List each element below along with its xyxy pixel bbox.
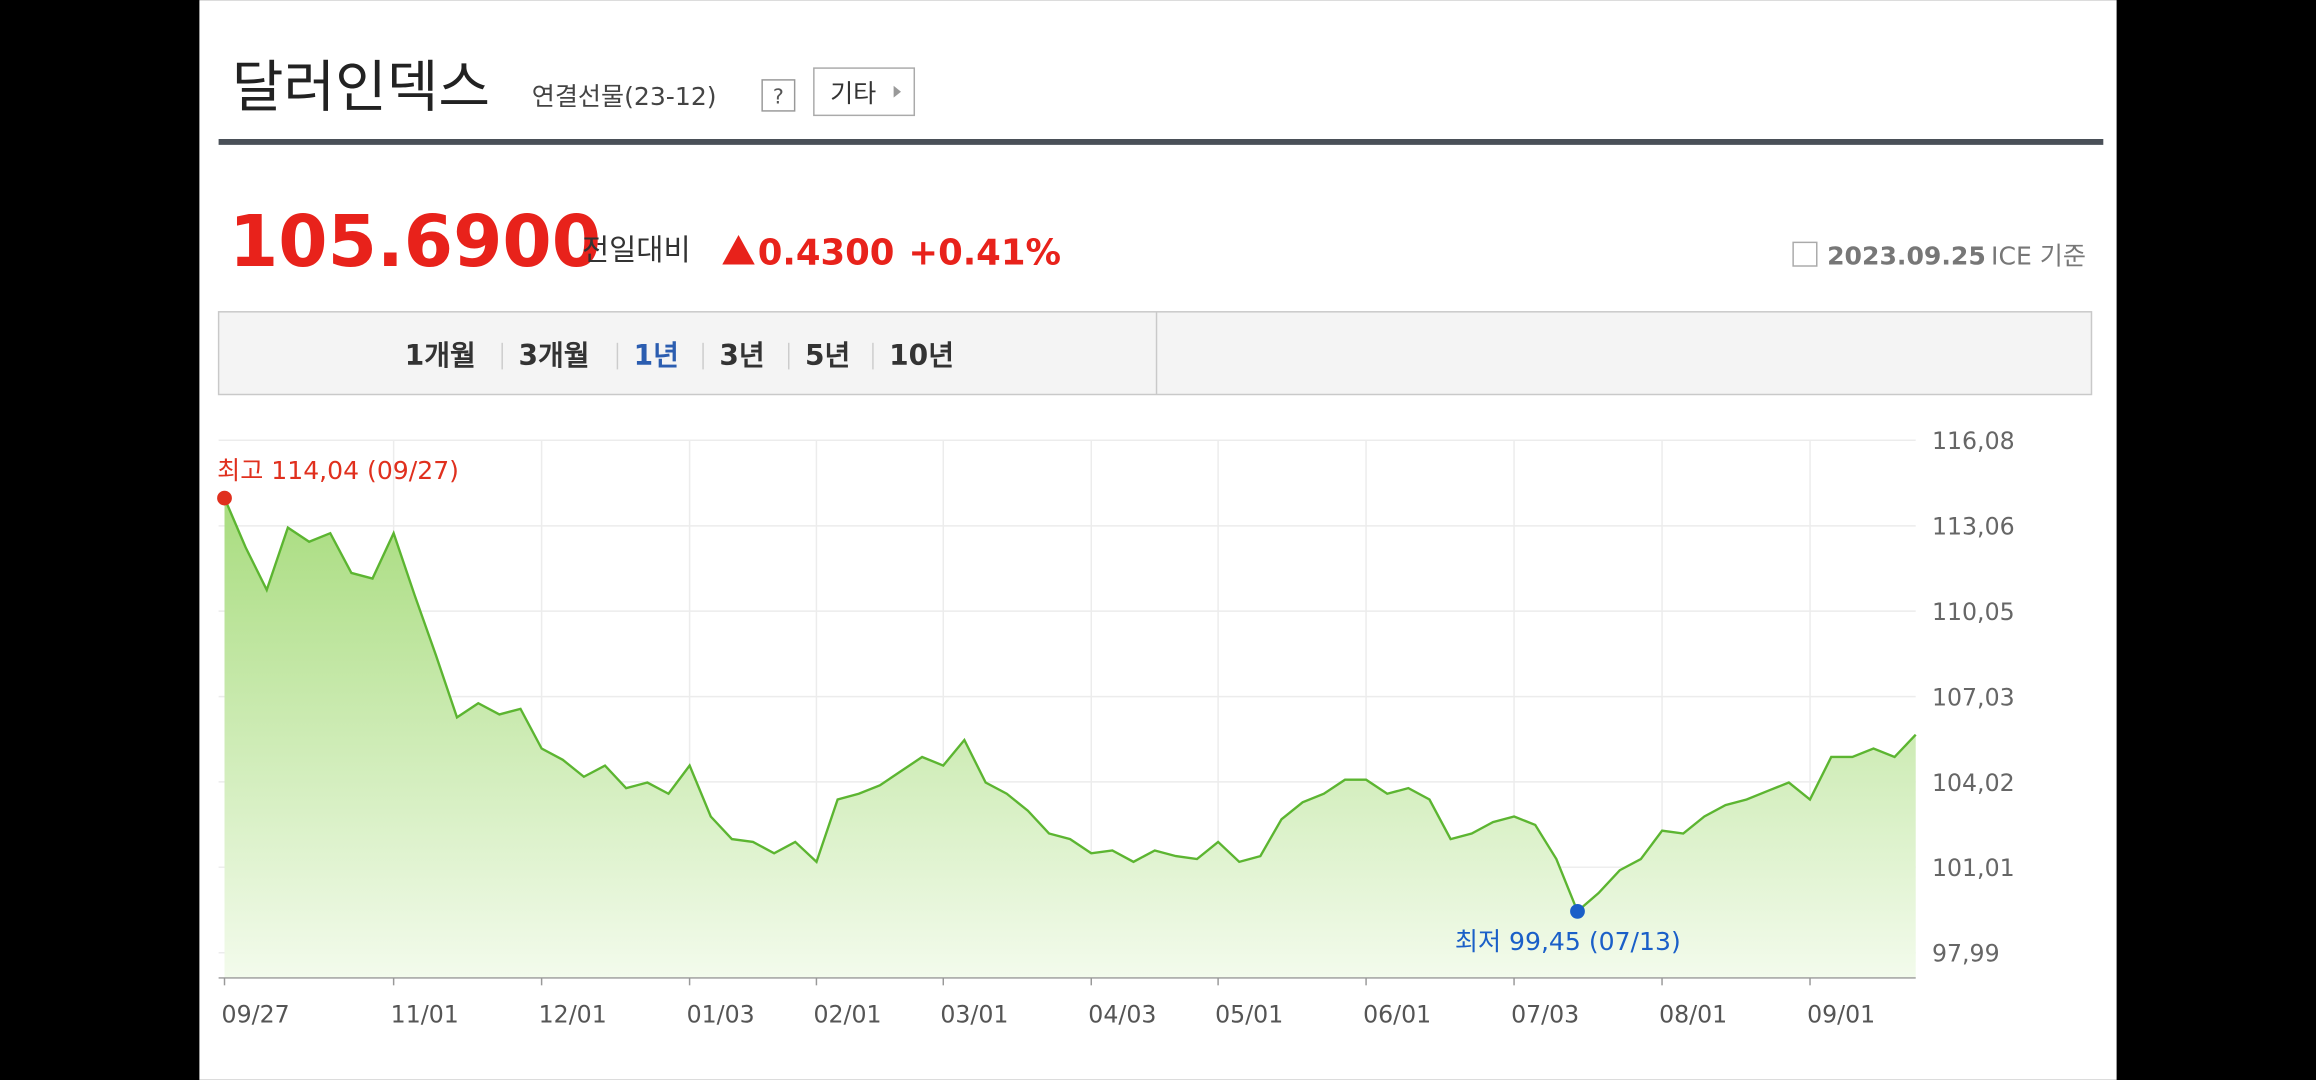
y-tick-label: 97,99 [1932, 940, 2000, 968]
y-tick-label: 113,06 [1932, 513, 2015, 541]
x-tick-label: 03/01 [940, 1000, 1008, 1028]
x-tick-label: 01/03 [687, 1000, 755, 1028]
line [223, 497, 1917, 914]
more-label: 기타 [830, 79, 876, 108]
x-tick-label: 07/03 [1511, 1000, 1579, 1028]
y-tick-label: 104,02 [1932, 769, 2015, 797]
calendar-icon [1792, 241, 1818, 267]
help-label: ? [773, 85, 784, 109]
area [224, 498, 1916, 978]
period-tab[interactable]: 10년 [889, 339, 954, 372]
extreme-point [217, 490, 232, 506]
period-tab[interactable]: 3개월 [518, 339, 589, 372]
y-tick-label: 101,01 [1932, 854, 2015, 882]
x-tick-label: 02/01 [813, 1000, 881, 1028]
x-tick-label: 09/27 [222, 1000, 290, 1028]
period-tab[interactable]: 3년 [719, 339, 764, 372]
change-pct: +0.41% [908, 233, 1061, 274]
x-tick-label: 08/01 [1659, 1000, 1727, 1028]
period-tabs: 1개월 3개월 1년 3년 5년 10년 [405, 339, 954, 372]
date: 2023.09.25 [1827, 242, 1986, 271]
extreme-point [1570, 903, 1585, 919]
period-tab[interactable]: 1개월 [405, 339, 476, 372]
annotation: 최저 99,45 (07/13) [1455, 927, 1681, 956]
x-tick-label: 05/01 [1215, 1000, 1283, 1028]
more-arrow [893, 85, 901, 98]
x-tick-label: 11/01 [391, 1000, 459, 1028]
y-tick-label: 110,05 [1932, 598, 2015, 626]
change: 0.4300 [758, 233, 895, 274]
y-tick-label: 107,03 [1932, 684, 2015, 712]
help-button[interactable] [761, 79, 796, 112]
x-tick-label: 06/01 [1363, 1000, 1431, 1028]
x-tick-label: 12/01 [539, 1000, 607, 1028]
price: 105.6900 [229, 200, 601, 283]
chart: 97,99 101,01 104,02 107,03 110,05 113,06 116,0… [217, 427, 2015, 1028]
x-tick-label: 09/01 [1807, 1000, 1875, 1028]
period-tab[interactable]: 1년 [634, 339, 679, 372]
change-label: 전일대비 [582, 233, 691, 267]
x-tick-label: 04/03 [1088, 1000, 1156, 1028]
y-tick-label: 116,08 [1932, 427, 2015, 455]
source: ICE 기준 [1991, 242, 2086, 271]
subtitle: 연결선물(23-12) [532, 82, 717, 111]
annotation: 최고 114,04 (09/27) [217, 456, 459, 485]
up-icon [722, 234, 755, 265]
period-bar [217, 311, 2093, 396]
period-tab[interactable]: 5년 [805, 339, 850, 372]
title: 달러인덱스 [232, 55, 490, 120]
